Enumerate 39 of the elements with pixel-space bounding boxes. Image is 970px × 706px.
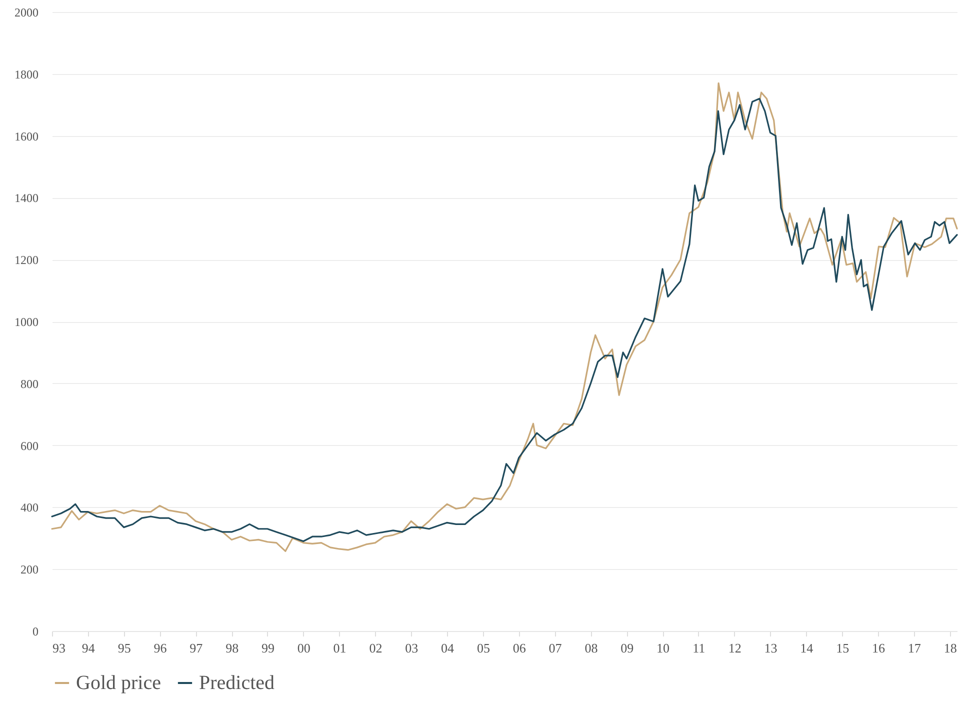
x-tick-label: 15 — [836, 640, 850, 656]
x-tick-label: 94 — [82, 640, 96, 656]
y-tick-label: 1200 — [14, 253, 38, 268]
x-tick-label: 00 — [297, 640, 310, 656]
x-tick-label: 03 — [405, 640, 418, 656]
x-tick-label: 06 — [512, 640, 526, 656]
y-tick-label: 1000 — [14, 315, 38, 329]
x-tick-label: 08 — [584, 640, 598, 656]
legend-label: Gold price — [76, 672, 162, 694]
x-tick-label: 97 — [190, 640, 204, 656]
y-tick-label: 1800 — [14, 67, 38, 82]
y-tick-label: 2000 — [14, 6, 38, 20]
x-tick-label: 07 — [548, 640, 562, 656]
x-tick-label: 93 — [52, 640, 66, 656]
x-tick-label: 95 — [118, 640, 131, 656]
x-tick-label: 02 — [369, 640, 382, 656]
x-tick-label: 17 — [908, 640, 922, 656]
y-tick-label: 200 — [20, 562, 38, 577]
x-tick-label: 96 — [154, 640, 168, 656]
y-tick-label: 1400 — [14, 191, 38, 206]
x-tick-label: 99 — [261, 640, 274, 656]
x-tick-label: 11 — [692, 640, 706, 656]
y-tick-label: 800 — [20, 376, 38, 391]
x-tick-label: 01 — [333, 640, 346, 656]
y-tick-label: 0 — [32, 624, 38, 638]
x-tick-label: 18 — [944, 640, 957, 656]
x-tick-label: 98 — [226, 640, 239, 656]
y-tick-label: 400 — [20, 500, 38, 515]
x-tick-label: 14 — [800, 640, 814, 656]
x-tick-label: 16 — [872, 640, 886, 656]
x-tick-label: 12 — [728, 640, 742, 656]
y-tick-label: 1600 — [14, 129, 38, 144]
x-tick-label: 09 — [620, 640, 634, 656]
y-tick-label: 600 — [20, 438, 38, 453]
x-tick-label: 05 — [476, 640, 490, 656]
x-tick-label: 10 — [656, 640, 670, 656]
x-tick-label: 04 — [441, 640, 455, 656]
x-tick-label: 13 — [764, 640, 778, 656]
legend-label: Predicted — [199, 672, 275, 694]
